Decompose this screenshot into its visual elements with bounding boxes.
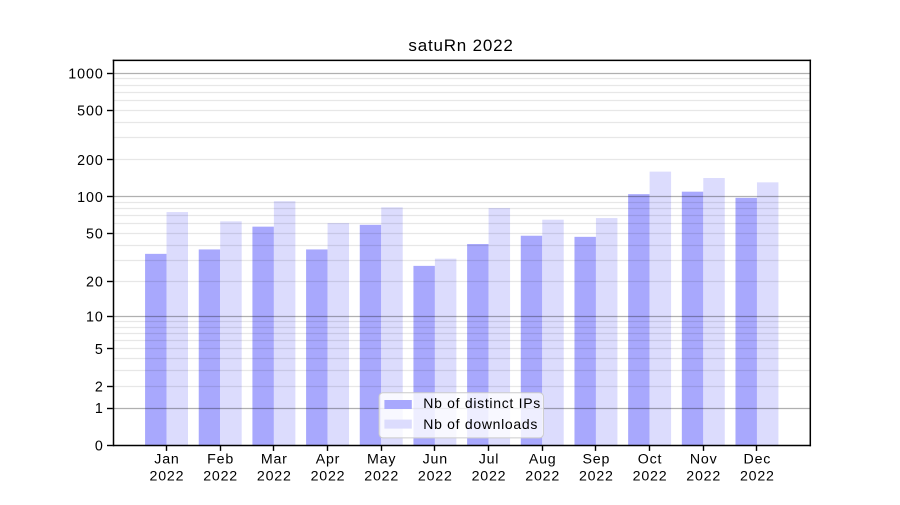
svg-text:2022: 2022 bbox=[418, 469, 453, 485]
svg-text:2022: 2022 bbox=[150, 469, 185, 485]
svg-text:Oct: Oct bbox=[638, 451, 662, 467]
svg-text:2022: 2022 bbox=[579, 469, 614, 485]
svg-text:2022: 2022 bbox=[472, 469, 507, 485]
svg-text:5: 5 bbox=[95, 342, 104, 358]
svg-text:500: 500 bbox=[77, 104, 104, 120]
svg-text:2022: 2022 bbox=[311, 469, 346, 485]
svg-text:2022: 2022 bbox=[257, 469, 292, 485]
svg-text:1: 1 bbox=[95, 401, 104, 417]
svg-text:Nb of distinct IPs: Nb of distinct IPs bbox=[423, 395, 541, 411]
svg-text:May: May bbox=[367, 451, 396, 467]
svg-text:Dec: Dec bbox=[744, 451, 772, 467]
svg-text:1000: 1000 bbox=[68, 66, 103, 82]
svg-text:Mar: Mar bbox=[261, 451, 288, 467]
svg-text:2022: 2022 bbox=[633, 469, 668, 485]
svg-text:200: 200 bbox=[77, 153, 104, 169]
svg-text:Feb: Feb bbox=[207, 451, 234, 467]
svg-text:2: 2 bbox=[95, 379, 104, 395]
svg-text:10: 10 bbox=[86, 309, 104, 325]
svg-text:2022: 2022 bbox=[686, 469, 721, 485]
svg-text:Jun: Jun bbox=[423, 451, 448, 467]
svg-text:2022: 2022 bbox=[203, 469, 238, 485]
svg-text:100: 100 bbox=[77, 190, 104, 206]
svg-text:0: 0 bbox=[95, 439, 104, 455]
svg-text:50: 50 bbox=[86, 227, 104, 243]
svg-text:Apr: Apr bbox=[316, 451, 340, 467]
svg-text:satuRn 2022: satuRn 2022 bbox=[408, 36, 513, 55]
svg-text:Aug: Aug bbox=[529, 451, 557, 467]
svg-text:Jan: Jan bbox=[154, 451, 179, 467]
svg-text:Nb of downloads: Nb of downloads bbox=[423, 416, 538, 432]
svg-text:2022: 2022 bbox=[525, 469, 560, 485]
svg-text:2022: 2022 bbox=[364, 469, 399, 485]
svg-text:Jul: Jul bbox=[479, 451, 500, 467]
svg-text:Nov: Nov bbox=[690, 451, 718, 467]
svg-text:Sep: Sep bbox=[583, 451, 611, 467]
svg-text:2022: 2022 bbox=[740, 469, 775, 485]
svg-text:20: 20 bbox=[86, 274, 104, 290]
